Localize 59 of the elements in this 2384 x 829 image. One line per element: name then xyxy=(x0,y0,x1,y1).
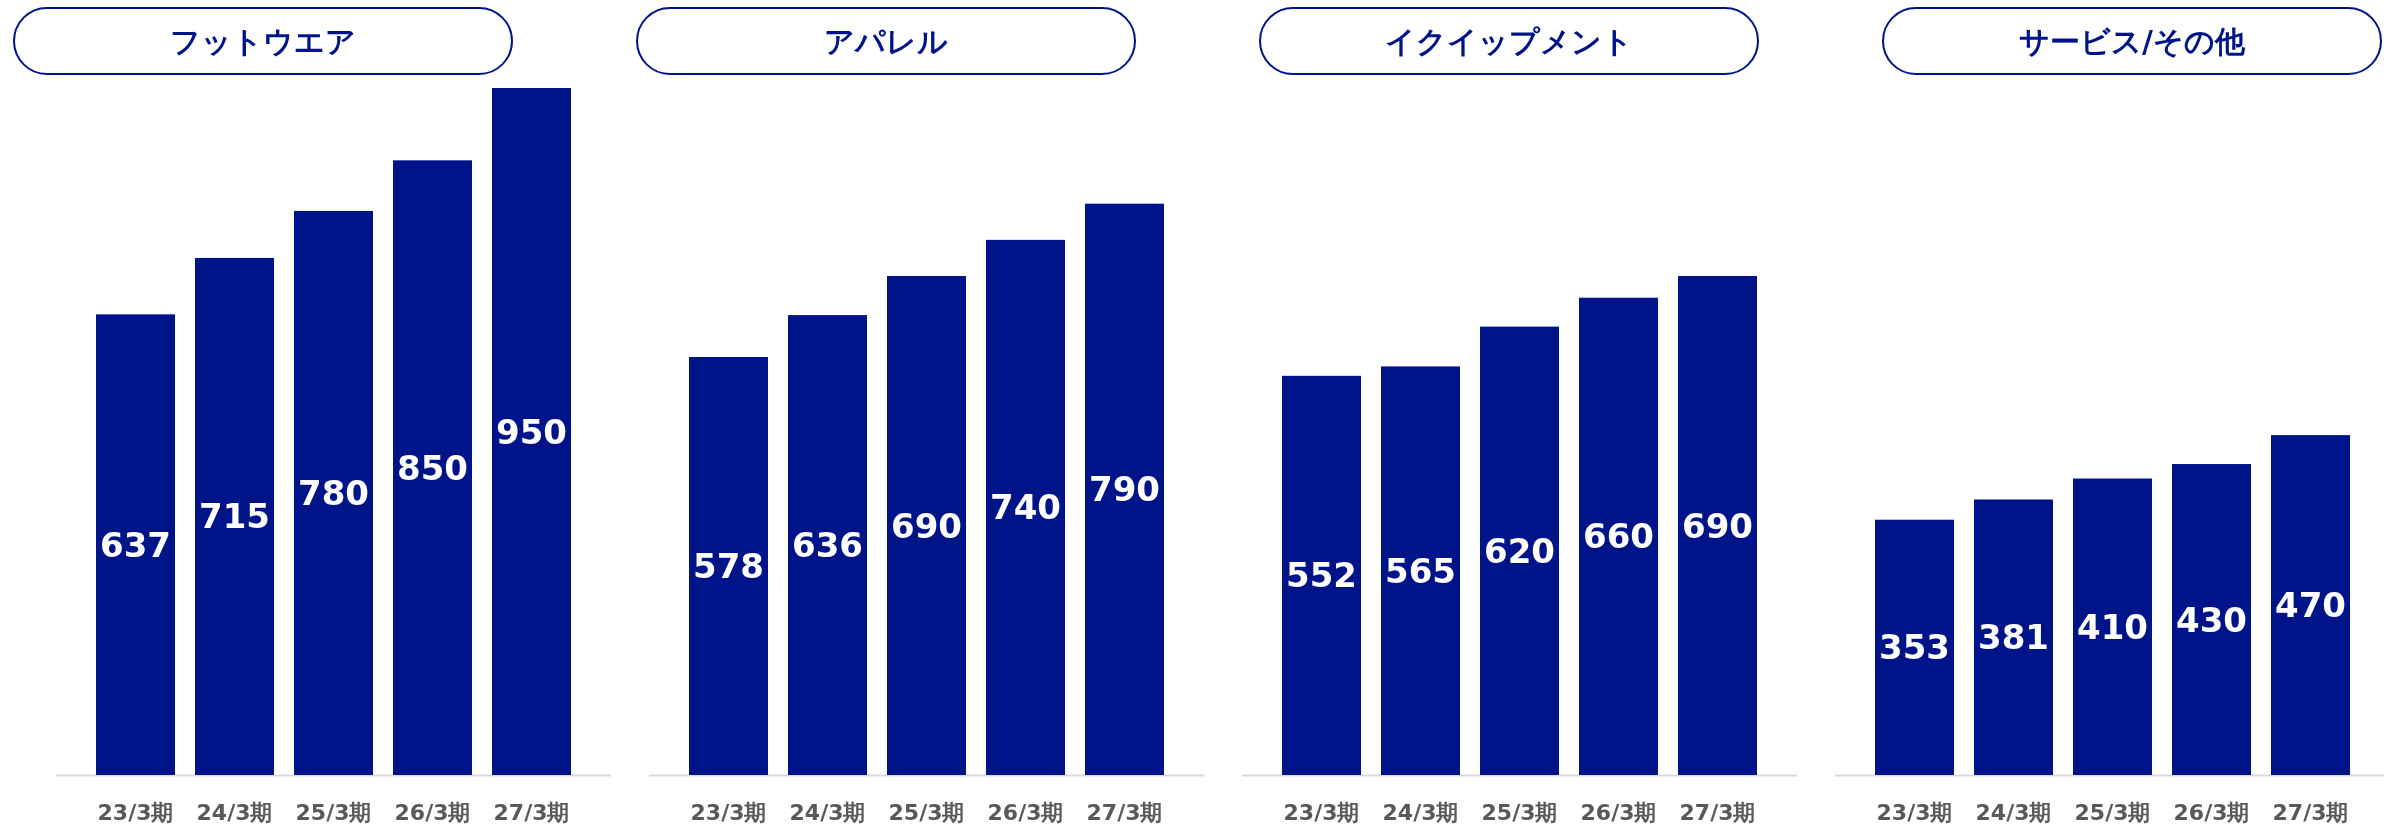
bar xyxy=(2271,435,2350,775)
data-label: 430 xyxy=(2176,599,2247,640)
data-label: 552 xyxy=(1286,555,1357,596)
x-tick-label: 27/3期 xyxy=(493,800,570,825)
bar xyxy=(492,88,571,775)
x-tick-label: 26/3期 xyxy=(394,800,471,825)
data-label: 565 xyxy=(1385,550,1456,591)
bar xyxy=(2073,478,2152,775)
bar xyxy=(96,314,175,775)
bar xyxy=(1875,519,1954,775)
x-tick-label: 27/3期 xyxy=(1679,800,1756,825)
x-tick-label: 26/3期 xyxy=(987,800,1064,825)
bar xyxy=(1480,326,1559,775)
x-tick-label: 26/3期 xyxy=(1580,800,1657,825)
x-tick-label: 24/3期 xyxy=(196,800,273,825)
x-tick-label: 25/3期 xyxy=(888,800,965,825)
data-label: 381 xyxy=(1978,617,2049,658)
x-tick-label: 25/3期 xyxy=(295,800,372,825)
chart-title: イクイップメント xyxy=(1385,24,1633,59)
data-label: 578 xyxy=(693,546,764,587)
data-label: 470 xyxy=(2275,585,2346,626)
data-label: 636 xyxy=(792,525,863,566)
data-label: 690 xyxy=(891,505,962,546)
data-label: 780 xyxy=(298,472,369,513)
x-tick-label: 25/3期 xyxy=(1481,800,1558,825)
bar xyxy=(2172,464,2251,775)
x-tick-label: 23/3期 xyxy=(1876,800,1953,825)
bar xyxy=(1282,375,1361,775)
bar xyxy=(1678,276,1757,775)
chart-title: アパレル xyxy=(824,24,948,59)
bar xyxy=(294,210,373,775)
x-tick-label: 24/3期 xyxy=(1382,800,1459,825)
x-tick-label: 23/3期 xyxy=(690,800,767,825)
data-label: 353 xyxy=(1879,627,1950,668)
x-tick-label: 25/3期 xyxy=(2074,800,2151,825)
data-label: 715 xyxy=(199,496,270,537)
data-label: 850 xyxy=(397,447,468,488)
data-label: 620 xyxy=(1484,530,1555,571)
bar xyxy=(1381,366,1460,775)
x-tick-label: 27/3期 xyxy=(1086,800,1163,825)
data-label: 740 xyxy=(990,487,1061,528)
data-label: 690 xyxy=(1682,505,1753,546)
bar xyxy=(1974,499,2053,775)
chart-title: フットウエア xyxy=(170,24,356,59)
x-tick-label: 23/3期 xyxy=(97,800,174,825)
x-tick-label: 26/3期 xyxy=(2173,800,2250,825)
x-tick-label: 27/3期 xyxy=(2272,800,2349,825)
data-label: 637 xyxy=(100,524,171,565)
data-label: 660 xyxy=(1583,516,1654,557)
x-tick-label: 24/3期 xyxy=(1975,800,2052,825)
data-label: 410 xyxy=(2077,606,2148,647)
x-tick-label: 23/3期 xyxy=(1283,800,1360,825)
bar xyxy=(1579,297,1658,775)
data-label: 790 xyxy=(1089,469,1160,510)
chart-title: サービス/その他 xyxy=(2019,24,2246,59)
bar xyxy=(393,160,472,775)
x-tick-label: 24/3期 xyxy=(789,800,866,825)
data-label: 950 xyxy=(496,411,567,452)
bar xyxy=(195,257,274,775)
